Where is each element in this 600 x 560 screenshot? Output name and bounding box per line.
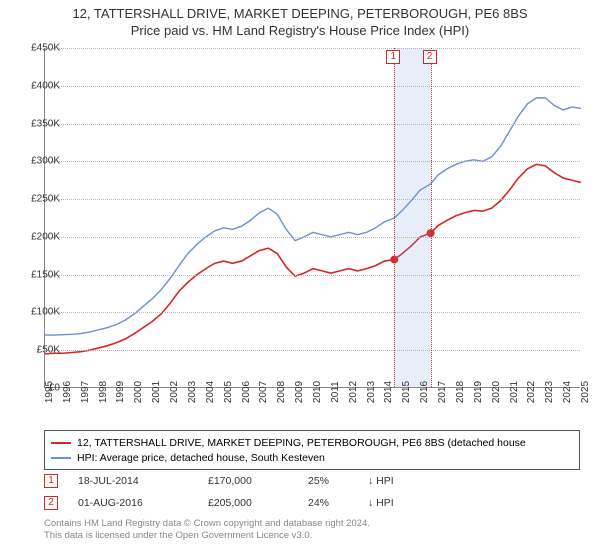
footer-line2: This data is licensed under the Open Gov… [44, 530, 580, 542]
x-axis-label: 2004 [205, 381, 216, 403]
x-axis-label: 2023 [544, 381, 555, 403]
legend-swatch-price-paid [51, 442, 71, 444]
x-axis-label: 2013 [366, 381, 377, 403]
x-axis-label: 2006 [241, 381, 252, 403]
x-axis-label: 2022 [526, 381, 537, 403]
shaded-region [394, 48, 430, 387]
x-axis-label: 2018 [455, 381, 466, 403]
x-axis-label: 1997 [80, 381, 91, 403]
sale-price: £205,000 [208, 497, 308, 509]
x-axis-label: 2017 [437, 381, 448, 403]
grid-line [45, 161, 580, 162]
x-axis-label: 1996 [62, 381, 73, 403]
x-axis-label: 2014 [383, 381, 394, 403]
title-line2: Price paid vs. HM Land Registry's House … [10, 23, 590, 38]
sales-row: 1 18-JUL-2014 £170,000 25% ↓ HPI [44, 470, 580, 492]
sales-row: 2 01-AUG-2016 £205,000 24% ↓ HPI [44, 492, 580, 514]
y-axis-label: £150K [31, 269, 60, 280]
series-hpi [45, 98, 581, 335]
x-axis-label: 2001 [151, 381, 162, 403]
legend: 12, TATTERSHALL DRIVE, MARKET DEEPING, P… [44, 430, 580, 470]
grid-line [45, 275, 580, 276]
y-axis-label: £50K [37, 345, 60, 356]
grid-line [45, 86, 580, 87]
x-axis-label: 2000 [133, 381, 144, 403]
event-flag: 1 [386, 50, 400, 64]
x-axis-label: 2019 [473, 381, 484, 403]
x-axis-label: 1995 [44, 381, 55, 403]
y-axis-label: £450K [31, 43, 60, 54]
x-axis-label: 2021 [509, 381, 520, 403]
x-axis-label: 2020 [491, 381, 502, 403]
sale-date: 01-AUG-2016 [78, 497, 208, 509]
chart-container: 12, TATTERSHALL DRIVE, MARKET DEEPING, P… [0, 0, 600, 560]
sale-pct: 24% [308, 497, 368, 509]
legend-label-price-paid: 12, TATTERSHALL DRIVE, MARKET DEEPING, P… [77, 437, 526, 449]
y-axis-label: £200K [31, 231, 60, 242]
y-axis-label: £100K [31, 307, 60, 318]
sale-arrow: ↓ HPI [368, 475, 412, 487]
event-line [431, 48, 432, 387]
legend-row: HPI: Average price, detached house, Sout… [51, 450, 573, 465]
footer-line1: Contains HM Land Registry data © Crown c… [44, 518, 580, 530]
x-axis-label: 1998 [98, 381, 109, 403]
title-block: 12, TATTERSHALL DRIVE, MARKET DEEPING, P… [0, 0, 600, 40]
sale-arrow: ↓ HPI [368, 497, 412, 509]
x-axis-label: 2005 [223, 381, 234, 403]
title-line1: 12, TATTERSHALL DRIVE, MARKET DEEPING, P… [10, 6, 590, 21]
sale-price: £170,000 [208, 475, 308, 487]
grid-line [45, 48, 580, 49]
sale-flag-2: 2 [44, 496, 58, 510]
y-axis-label: £300K [31, 156, 60, 167]
x-axis-label: 2002 [169, 381, 180, 403]
grid-line [45, 199, 580, 200]
x-axis-label: 2016 [419, 381, 430, 403]
x-axis-label: 2007 [258, 381, 269, 403]
x-axis-label: 2010 [312, 381, 323, 403]
sale-pct: 25% [308, 475, 368, 487]
event-line [394, 48, 395, 387]
event-flag: 2 [423, 50, 437, 64]
chart-plot-area [44, 48, 580, 388]
sale-date: 18-JUL-2014 [78, 475, 208, 487]
x-axis-label: 1999 [115, 381, 126, 403]
y-axis-label: £350K [31, 118, 60, 129]
x-axis-label: 2012 [348, 381, 359, 403]
y-axis-label: £400K [31, 80, 60, 91]
x-axis-label: 2024 [562, 381, 573, 403]
x-axis-label: 2009 [294, 381, 305, 403]
sale-flag-1: 1 [44, 474, 58, 488]
x-axis-label: 2003 [187, 381, 198, 403]
grid-line [45, 124, 580, 125]
grid-line [45, 350, 580, 351]
x-axis-label: 2011 [330, 381, 341, 403]
x-axis-label: 2008 [276, 381, 287, 403]
grid-line [45, 312, 580, 313]
legend-swatch-hpi [51, 457, 71, 459]
x-axis-label: 2025 [580, 381, 591, 403]
legend-label-hpi: HPI: Average price, detached house, Sout… [77, 452, 325, 464]
x-axis-label: 2015 [401, 381, 412, 403]
series-price_paid [45, 164, 581, 354]
legend-row: 12, TATTERSHALL DRIVE, MARKET DEEPING, P… [51, 435, 573, 450]
y-axis-label: £250K [31, 194, 60, 205]
grid-line [45, 237, 580, 238]
footer: Contains HM Land Registry data © Crown c… [44, 518, 580, 542]
sales-table: 1 18-JUL-2014 £170,000 25% ↓ HPI 2 01-AU… [44, 470, 580, 514]
chart-svg [45, 48, 580, 387]
